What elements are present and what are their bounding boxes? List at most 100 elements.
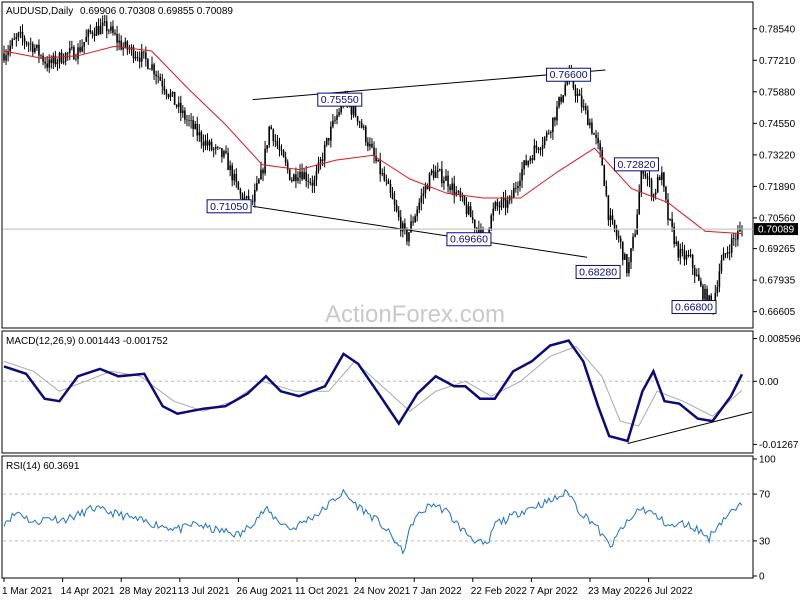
price-candle-body [621,241,624,260]
x-axis-tick-label: 1 Mar 2021 [2,586,53,597]
price-candle-body [105,21,108,32]
price-candle-body [617,235,620,239]
price-candle-body [654,192,657,195]
price-candle-body [430,170,433,174]
price-candle-body [658,177,661,180]
price-candle-body [48,59,51,68]
price-candle-body [556,106,558,121]
price-candle-body [671,218,673,227]
price-level-label: 0.72820 [613,157,659,172]
price-candle-body [50,59,53,64]
price-candle-body [97,26,100,35]
price-candle-body [473,219,476,228]
price-candle-body [95,26,98,36]
price-candle-body [179,102,182,114]
price-candle-body [661,172,663,180]
price-candle-body [21,31,24,39]
price-candle-body [11,39,14,46]
x-axis-tick-label: 6 Jul 2022 [647,586,694,597]
price-candle-body [145,52,147,60]
price-candle-body [580,95,583,108]
price-candle-body [169,93,172,98]
price-candle-body [593,133,595,135]
price-candle-body [309,181,312,183]
price-axis-tick-label: 0.69265 [759,244,796,255]
price-candle-body [695,274,698,276]
price-level-label-text: 0.75550 [321,94,359,106]
price-candle-body [147,59,149,69]
price-candle-body [560,97,562,102]
price-candle-body [270,126,273,130]
price-candle-body [85,36,88,42]
price-candle-body [667,199,669,220]
price-candle-body [83,41,85,47]
price-candle-body [163,86,166,91]
price-candle-body [282,150,285,158]
price-candle-body [640,168,643,193]
price-candle-body [584,106,587,111]
price-annotations: 0.75550 0.76600 0.71050 0.69660 0.72820 0.682… [206,67,717,315]
price-level-label: 0.68280 [575,264,621,279]
price-candle-body [194,123,196,129]
price-candle-body [521,168,523,181]
price-level-label: 0.69660 [446,232,492,247]
price-candle-body [198,132,201,136]
price-candle-body [93,33,96,36]
macd-signal-line [3,345,743,427]
price-candle-body [506,200,509,208]
price-candle-body [206,140,209,146]
price-candle-body [576,93,579,97]
price-candle-body [68,48,71,53]
price-candle-body [646,176,649,179]
rsi-axis-tick-label: 70 [759,490,771,501]
price-level-label-box [446,232,492,247]
price-level-label-text: 0.72820 [617,159,655,171]
price-candle-body [515,187,517,189]
price-candle-body [284,157,287,163]
ohlc-values: 0.69906 0.70308 0.69855 0.70089 [80,6,233,17]
x-axis-tick-label: 24 Nov 2021 [354,586,411,597]
price-candle-body [519,180,521,186]
price-candle-body [424,185,427,194]
price-candle-body [436,170,439,172]
price-candle-body [587,110,589,126]
price-candle-body [619,238,622,242]
price-candle-body [264,148,266,174]
price-candle-body [23,38,26,43]
price-candle-body [445,175,447,181]
price-candle-body [449,186,451,190]
price-candle-body [25,42,28,45]
rsi-panel-title: RSI(14) 60.3691 [6,461,80,472]
price-candle-body [103,21,106,23]
price-candle-body [321,159,324,161]
price-candle-body [132,47,135,59]
x-axis-tick-label: 23 May 2022 [588,586,646,597]
price-candle-body [272,129,275,142]
macd-trendline [627,411,753,445]
price-candle-body [71,47,73,49]
price-candle-body [81,46,83,52]
price-candle-body [510,196,513,198]
price-candle-body [490,215,493,230]
price-candle-body [428,173,431,190]
price-candle-body [547,132,550,134]
price-candle-body [19,31,22,33]
rsi-axis-tick-label: 0 [759,572,765,583]
price-candle-body [722,253,725,261]
price-candle-body [465,204,468,215]
price-candle-body [110,26,112,31]
price-candle-body [46,63,48,68]
price-candle-body [412,221,414,223]
price-candle-body [188,120,190,121]
price-candle-body [5,55,7,61]
price-candle-body [365,126,367,143]
price-candle-body [492,208,495,216]
price-candle-body [451,183,453,190]
price-candle-body [504,197,507,208]
price-candle-body [79,47,81,52]
price-candle-body [262,169,264,174]
price-candle-body [716,287,719,294]
price-candle-body [529,158,532,161]
price-candle-body [120,40,122,50]
price-candle-body [204,140,207,146]
